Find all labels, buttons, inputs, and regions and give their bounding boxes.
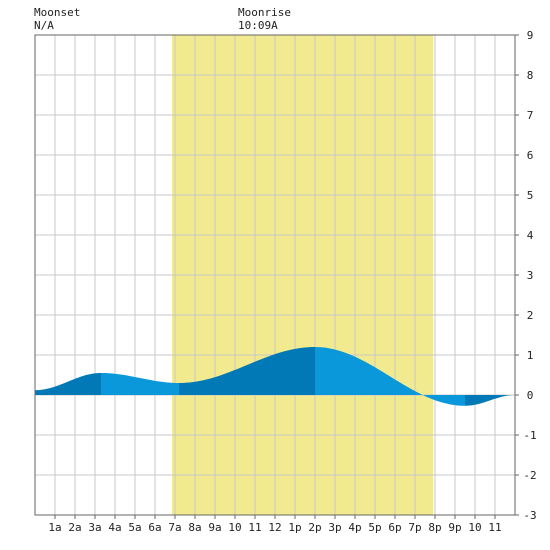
moonset-time: N/A <box>34 19 54 32</box>
x-tick-label: 10 <box>228 521 241 534</box>
x-tick-label: 2p <box>308 521 321 534</box>
tide-area <box>35 347 515 406</box>
x-tick-label: 1a <box>48 521 61 534</box>
tide-segment-rising <box>465 395 515 406</box>
tide-segment-falling <box>315 347 465 406</box>
x-tick-label: 8p <box>428 521 441 534</box>
y-tick-label: 1 <box>527 349 534 362</box>
x-tick-label: 4p <box>348 521 361 534</box>
y-tick-label: 7 <box>527 109 534 122</box>
moonrise-label: Moonrise <box>238 6 291 19</box>
y-tick-label: 0 <box>527 389 534 402</box>
moonrise-time: 10:09A <box>238 19 278 32</box>
x-tick-label: 9p <box>448 521 461 534</box>
x-tick-label: 2a <box>68 521 81 534</box>
x-tick-label: 8a <box>188 521 201 534</box>
x-tick-label: 10 <box>468 521 481 534</box>
y-tick-label: 8 <box>527 69 534 82</box>
y-tick-label: 4 <box>527 229 534 242</box>
x-axis-ticks: 1a 2a 3a 4a 5a 6a 7a 8a 9a 10 11 12 1p 2p 3p 4p 5p 6p 7p 8p… <box>48 515 502 534</box>
x-tick-label: 12 <box>268 521 281 534</box>
tide-segment-falling <box>101 373 179 395</box>
x-tick-label: 5a <box>128 521 141 534</box>
x-tick-label: 1p <box>288 521 301 534</box>
x-tick-label: 3p <box>328 521 341 534</box>
y-tick-label: -2 <box>523 469 536 482</box>
y-axis-ticks: -3 -2 -1 0 1 2 3 4 5 6 7 8 9 <box>515 29 537 522</box>
tide-segment-rising <box>179 347 315 395</box>
y-tick-label: 2 <box>527 309 534 322</box>
y-tick-label: 9 <box>527 29 534 42</box>
x-tick-label: 6p <box>388 521 401 534</box>
x-tick-label: 7p <box>408 521 421 534</box>
moonset-label: Moonset <box>34 6 80 19</box>
x-tick-label: 3a <box>88 521 101 534</box>
y-tick-label: -3 <box>523 509 536 522</box>
x-tick-label: 6a <box>148 521 161 534</box>
y-tick-label: 3 <box>527 269 534 282</box>
x-tick-label: 9a <box>208 521 221 534</box>
x-tick-label: 4a <box>108 521 121 534</box>
tide-segment-rising <box>35 373 101 395</box>
x-tick-label: 7a <box>168 521 181 534</box>
y-tick-label: 5 <box>527 189 534 202</box>
y-tick-label: 6 <box>527 149 534 162</box>
x-tick-label: 11 <box>248 521 261 534</box>
x-tick-label: 11 <box>488 521 501 534</box>
y-tick-label: -1 <box>523 429 536 442</box>
grid-lines <box>35 35 515 515</box>
x-tick-label: 5p <box>368 521 381 534</box>
